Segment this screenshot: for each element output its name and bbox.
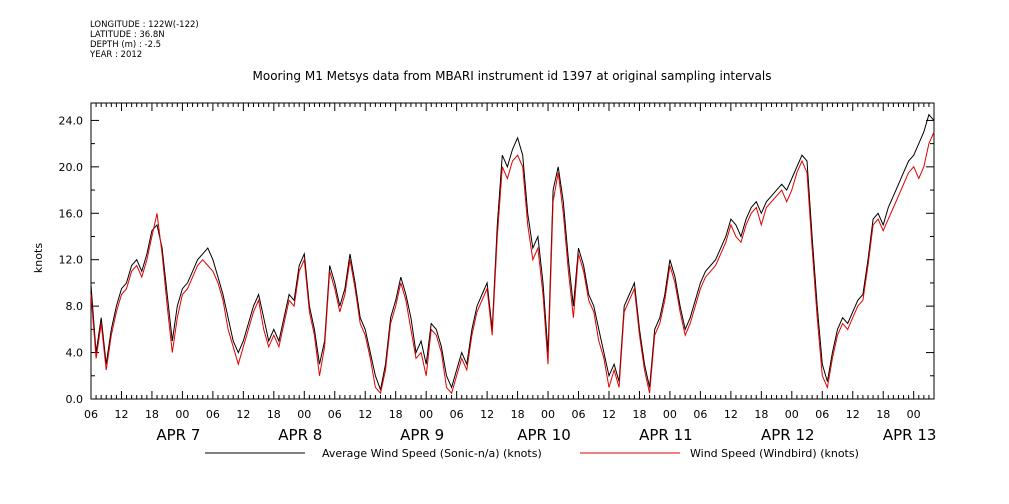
- y-axis: 0.0 4.0 8.0 12.0 16.0 20.0 24.0: [59, 114, 934, 406]
- x-tick-label: 12: [236, 408, 250, 421]
- x-tick-label: 00: [297, 408, 311, 421]
- date-label: APR 13: [883, 426, 937, 444]
- x-tick-label: 06: [572, 408, 586, 421]
- y-tick-label: 8.0: [66, 300, 84, 313]
- date-label: APR 8: [278, 426, 322, 444]
- date-label: APR 10: [517, 426, 571, 444]
- x-tick-label: 18: [145, 408, 159, 421]
- y-tick-label: 16.0: [59, 207, 84, 220]
- legend: Average Wind Speed (Sonic-n/a) (knots) W…: [205, 447, 859, 460]
- x-tick-label: 00: [663, 408, 677, 421]
- chart-title: Mooring M1 Metsys data from MBARI instru…: [253, 69, 772, 83]
- x-tick-label: 06: [206, 408, 220, 421]
- y-tick-label: 0.0: [66, 393, 84, 406]
- x-tick-label: 12: [602, 408, 616, 421]
- series-layer: [90, 113, 935, 395]
- x-tick-label: 06: [328, 408, 342, 421]
- date-label: APR 7: [156, 426, 200, 444]
- x-tick-label: 06: [815, 408, 829, 421]
- x-tick-label: 12: [724, 408, 738, 421]
- x-axis: 06 12 18 00 06 12 18 00 06 12 18 00 06 12 18 00 06 12 18 00…: [84, 103, 936, 444]
- x-tick-label: 06: [693, 408, 707, 421]
- plot-frame: [90, 102, 935, 400]
- y-tick-label: 12.0: [59, 254, 84, 267]
- x-tick-label: 18: [632, 408, 646, 421]
- y-tick-label: 20.0: [59, 161, 84, 174]
- x-tick-label: 18: [876, 408, 890, 421]
- series-line-average-wind: [90, 113, 935, 392]
- date-label: APR 9: [400, 426, 444, 444]
- date-label: APR 11: [639, 426, 693, 444]
- x-tick-label: 06: [450, 408, 464, 421]
- longitude-label: LONGITUDE : 122W(-122): [90, 20, 199, 30]
- x-tick-label: 12: [846, 408, 860, 421]
- x-tick-label: 12: [114, 408, 128, 421]
- depth-label: DEPTH (m) : -2.5: [90, 40, 162, 50]
- legend-label-windbird: Wind Speed (Windbird) (knots): [690, 447, 859, 460]
- x-tick-label: 06: [84, 408, 98, 421]
- x-tick-label: 12: [480, 408, 494, 421]
- series-line-windbird: [90, 131, 935, 395]
- date-label: APR 12: [761, 426, 815, 444]
- y-tick-label: 4.0: [66, 347, 84, 360]
- x-tick-label: 18: [511, 408, 525, 421]
- x-tick-label: 12: [358, 408, 372, 421]
- latitude-label: LATITUDE : 36.8N: [90, 30, 165, 40]
- x-tick-label: 00: [907, 408, 921, 421]
- year-label: YEAR : 2012: [90, 50, 143, 60]
- x-tick-label: 00: [419, 408, 433, 421]
- metadata-block: LONGITUDE : 122W(-122) LATITUDE : 36.8N …: [90, 20, 199, 60]
- y-tick-label: 24.0: [59, 114, 84, 127]
- x-tick-label: 18: [389, 408, 403, 421]
- x-tick-label: 18: [267, 408, 281, 421]
- legend-label-average-wind: Average Wind Speed (Sonic-n/a) (knots): [322, 447, 542, 460]
- x-tick-label: 00: [541, 408, 555, 421]
- x-tick-label: 18: [754, 408, 768, 421]
- y-axis-label: knots: [32, 243, 45, 273]
- x-tick-label: 00: [785, 408, 799, 421]
- x-tick-label: 00: [175, 408, 189, 421]
